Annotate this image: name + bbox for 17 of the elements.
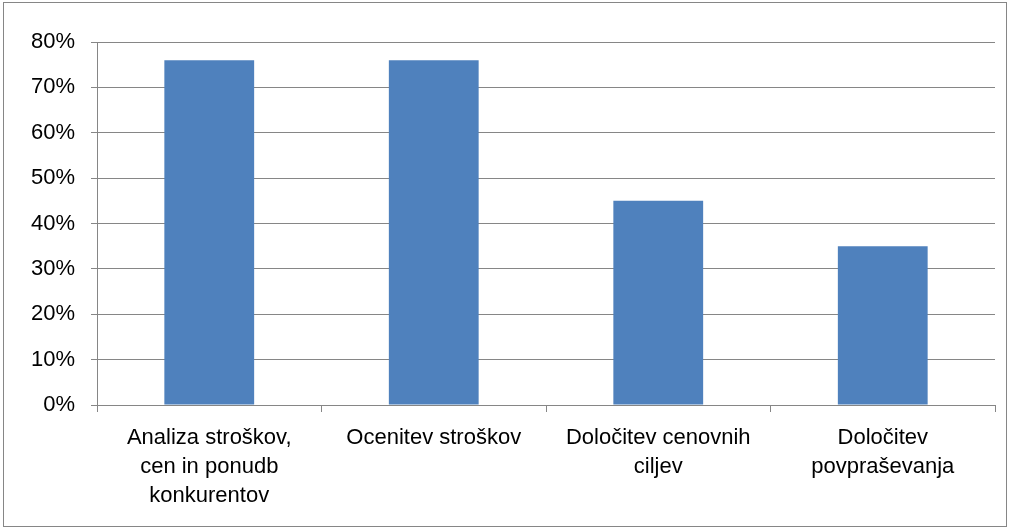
y-tick-label: 50%	[30, 164, 75, 190]
y-tick-label: 0%	[43, 391, 75, 417]
bar	[388, 60, 479, 405]
y-tick-label: 70%	[30, 73, 75, 99]
y-tick-label: 30%	[30, 254, 75, 280]
bar	[164, 60, 255, 405]
x-tick-label: Ocenitev stroškov	[346, 424, 522, 450]
bar	[837, 246, 928, 405]
x-tick-label: Določitev cenovnih ciljev	[565, 424, 751, 478]
y-tick-label: 80%	[30, 28, 75, 54]
y-tick-label: 20%	[30, 300, 75, 326]
bar	[613, 200, 704, 405]
y-tick-label: 10%	[30, 345, 75, 371]
y-tick-label: 40%	[30, 209, 75, 235]
x-tick-label: Analiza stroškov, cen in ponudb konkurentov	[126, 424, 292, 507]
x-tick-label: Določitev povpraševanja	[811, 424, 956, 478]
y-tick-label: 60%	[30, 118, 75, 144]
